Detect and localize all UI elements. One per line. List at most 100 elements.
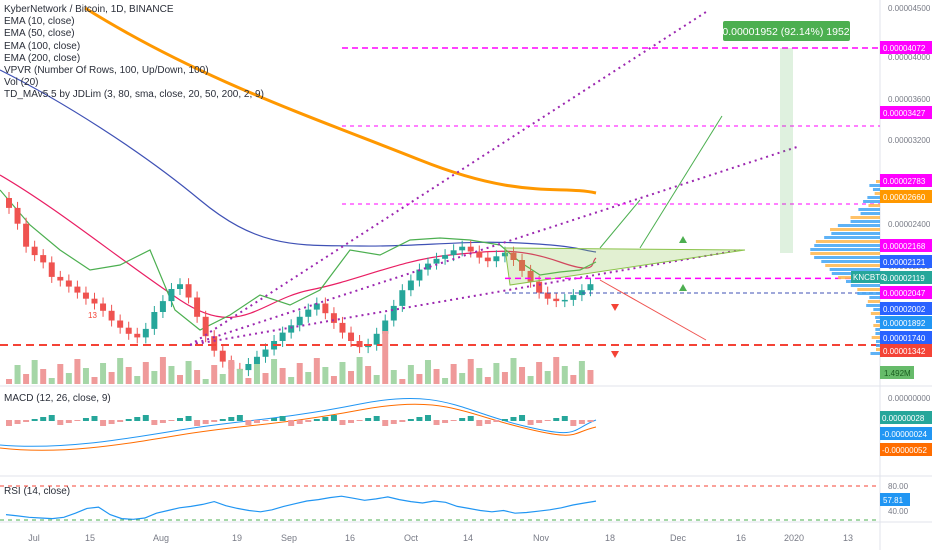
volume-bar <box>399 379 405 384</box>
volume-bar <box>23 374 29 384</box>
time-tick: Sep <box>281 533 297 543</box>
volume-bar <box>459 373 465 384</box>
volume-bar <box>305 372 311 384</box>
time-tick: 19 <box>232 533 242 543</box>
indicator-ema100[interactable]: EMA (100, close) <box>4 41 264 53</box>
vpvr-bar <box>871 312 880 315</box>
volume-bar <box>485 377 491 384</box>
vpvr-bar <box>830 268 880 271</box>
price-label-text: 0.00003427 <box>883 109 926 118</box>
time-tick: 2020 <box>784 533 804 543</box>
volume-bar <box>374 375 380 384</box>
candle-body <box>15 208 21 224</box>
rsi-label[interactable]: RSI (14, close) <box>4 486 70 497</box>
time-tick: Oct <box>404 533 419 543</box>
vpvr-bar <box>867 196 880 199</box>
vpvr-bar <box>816 240 880 243</box>
volume-bar <box>126 367 132 384</box>
vpvr-bar <box>821 260 880 263</box>
macd-hist-bar <box>305 420 311 422</box>
candle-body <box>74 287 80 293</box>
volume-bar <box>365 366 371 384</box>
volume-bar <box>562 366 568 384</box>
vpvr-bar <box>873 188 880 191</box>
indicator-ema50[interactable]: EMA (50, close) <box>4 28 264 40</box>
macd-hist-bar <box>23 420 29 422</box>
macd-hist-bar <box>228 417 234 421</box>
macd-hist-bar <box>562 416 568 421</box>
macd-hist-bar <box>134 417 140 421</box>
symbol-title[interactable]: KyberNetwork / Bitcoin, 1D, BINANCE <box>4 4 264 16</box>
price-label: 0.00001740 <box>880 331 932 344</box>
macd-hist-bar <box>519 415 525 421</box>
candle-body <box>49 262 55 277</box>
vpvr-bar <box>875 316 880 319</box>
candle-body <box>211 336 217 351</box>
price-label-text: 0.00001740 <box>883 334 926 343</box>
macd-axis-label-text: 0.00000028 <box>882 414 925 423</box>
volume-bar <box>322 367 328 384</box>
candle-body <box>92 299 98 304</box>
projection-up-2 <box>640 116 722 248</box>
candle-body <box>40 255 46 262</box>
volume-bar <box>220 374 226 384</box>
indicator-vpvr[interactable]: VPVR (Number Of Rows, 100, Up/Down, 100) <box>4 65 264 77</box>
candle-body <box>100 304 106 311</box>
macd-hist-bar <box>510 417 516 421</box>
vpvr-bar <box>810 252 880 255</box>
vpvr-bar <box>850 216 880 219</box>
indicator-ema200[interactable]: EMA (200, close) <box>4 53 264 65</box>
macd-tick: 0.00000000 <box>888 394 931 403</box>
volume-bar <box>134 376 140 384</box>
candle-body <box>203 317 209 336</box>
price-label: 0.00002121 <box>880 255 932 268</box>
price-label: 0.00002660 <box>880 190 932 203</box>
indicator-vol[interactable]: Vol (20) <box>4 77 264 89</box>
macd-hist-bar <box>416 417 422 421</box>
measure-text: 0.00001952 (92.14%) 1952 <box>722 26 849 38</box>
indicator-ema10[interactable]: EMA (10, close) <box>4 16 264 28</box>
volume-bar <box>40 369 46 384</box>
volume-bar <box>570 375 576 384</box>
macd-hist-bar <box>143 415 149 421</box>
volume-bar <box>553 357 559 384</box>
indicator-td-ma[interactable]: TD_MAv5.5 by JDLim (3, 80, sma, close, 2… <box>4 89 264 101</box>
vpvr-bar <box>838 224 880 227</box>
time-tick: Aug <box>153 533 169 543</box>
volume-bar <box>211 365 217 384</box>
vpvr-bar <box>857 292 880 295</box>
vpvr-bar <box>851 220 880 223</box>
macd-hist-bar <box>502 419 508 421</box>
price-label: 0.00002119 <box>880 271 932 284</box>
volume-bar <box>49 378 55 384</box>
price-label-text: 0.00004072 <box>883 44 926 53</box>
macd-hist-bar <box>357 420 363 421</box>
macd-hist-bar <box>553 418 559 421</box>
volume-bar <box>339 362 345 384</box>
buy-arrow-icon <box>679 284 687 291</box>
macd-hist-bar <box>186 416 192 421</box>
volume-bar <box>408 365 414 384</box>
candle-body <box>459 247 465 251</box>
time-tick: 13 <box>843 533 853 543</box>
macd-hist-bar <box>587 420 593 422</box>
macd-hist-bar <box>365 418 371 421</box>
macd-label[interactable]: MACD (12, 26, close, 9) <box>4 393 111 404</box>
macd-hist-bar <box>288 420 294 426</box>
macd-hist-bar <box>237 415 243 421</box>
candle-body <box>485 258 491 262</box>
measure-badge[interactable]: 0.00001952 (92.14%) 1952 <box>722 21 850 41</box>
volume-bar <box>519 367 525 384</box>
candle-body <box>322 304 328 314</box>
volume-bar <box>117 358 123 384</box>
price-tick: 0.00004000 <box>888 53 931 62</box>
projection-down <box>600 280 706 340</box>
vpvr-bar <box>825 264 880 267</box>
macd-hist-bar <box>493 420 499 422</box>
vpvr-bar <box>851 284 880 287</box>
volume-bar <box>468 359 474 384</box>
macd-hist-bar <box>528 420 534 425</box>
mid-channel-line <box>190 146 800 345</box>
macd-hist-bar <box>348 420 354 423</box>
